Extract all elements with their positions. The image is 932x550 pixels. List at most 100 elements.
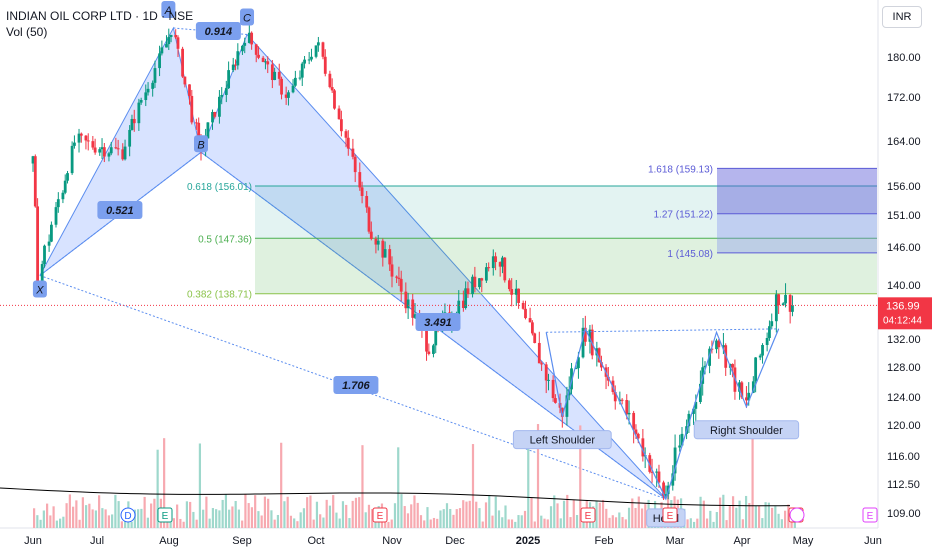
candle-body [316,42,320,46]
xabcd-point-label[interactable]: B [197,139,204,151]
volume-bar [39,519,42,528]
ratio-label[interactable]: 0.914 [205,26,233,38]
volume-bar [332,495,335,528]
xabcd-point-label[interactable]: C [243,13,251,25]
candle-body [250,32,254,45]
price-tick-label: 128.00 [887,362,921,374]
volume-bar [250,507,254,528]
xabcd-point-box [161,0,176,18]
volume-bar [689,518,692,528]
volume-bar [741,519,744,528]
candle-body [261,57,265,63]
volume-bar [640,508,644,528]
volume-bar [306,497,309,528]
volume-bar [42,510,45,528]
volume-bar [68,494,71,528]
time-tick-label: Jun [24,535,42,547]
xabcd-point-label[interactable]: A [164,5,172,17]
candle-body [680,433,684,446]
volume-bar [699,496,702,528]
candle-body [339,119,343,132]
volume-bar [195,519,198,528]
price-tick-label: 109.00 [887,508,921,520]
time-tick-label: Dec [445,535,465,547]
volume-bar [406,513,410,528]
candle-body [220,94,224,97]
currency-button[interactable]: INR [882,6,922,28]
volume-bar [107,515,110,528]
volume-bar [705,518,709,528]
time-tick-label: Mar [666,535,685,547]
hs-label[interactable]: Left Shoulder [530,435,596,447]
candle-body [464,288,468,308]
volume-label[interactable]: Vol (50) [6,25,48,39]
candle-body [121,149,125,160]
symbol-title[interactable]: INDIAN OIL CORP LTD · 1D · NSE [6,9,194,23]
candle-body [636,433,640,439]
volume-bar [419,515,423,528]
volume-bar [429,519,432,528]
candle-body [365,195,369,208]
volume-bar [618,512,621,528]
candle-body [100,147,104,150]
candle-body [358,172,362,188]
candle-body [480,278,484,281]
neckline [546,328,779,333]
event-earnings[interactable] [580,507,596,523]
candle-body [77,133,81,143]
candle-body [494,256,497,263]
volume-bar [556,503,559,528]
event-earnings[interactable] [157,507,173,523]
volume-bar [299,512,302,528]
candle-body [554,398,557,403]
candle-body [788,294,792,312]
volume-bar [465,501,468,528]
volume-bar [491,515,494,528]
price-tick-label: 120.00 [887,420,921,432]
candle-body [137,102,141,124]
ratio-label[interactable]: 1.706 [342,380,370,392]
candle-body [715,340,718,350]
ratio-label[interactable]: 0.521 [106,205,134,217]
volume-bar [182,521,185,528]
volume-bar [208,518,211,528]
candle-body [84,135,88,141]
candle-body [703,365,707,368]
xabcd-point-label[interactable]: X [35,285,44,297]
volume-bar [244,494,247,528]
volume-bar [536,424,540,528]
price-tick-label: 180.00 [887,52,921,64]
volume-bar [426,507,429,528]
volume-bar [185,501,188,528]
candle-body [570,368,573,390]
volume-bar [309,495,312,528]
volume-bar [790,517,793,528]
volume-bar [111,514,114,528]
candle-body [273,71,277,81]
volume-bar [364,512,367,528]
event-earnings[interactable] [862,507,878,523]
volume-bar [634,507,637,528]
hs-label[interactable]: Right Shoulder [710,425,783,437]
volume-bar [507,519,510,528]
price-tick-label: 112.50 [887,479,920,491]
candle-body [73,142,76,146]
volume-bar [520,515,523,528]
candle-body [36,206,40,281]
volume-bar [163,438,166,528]
candle-body [174,34,178,38]
time-tick-label: Sep [232,535,252,547]
lightning-icon[interactable] [789,507,805,523]
event-earnings[interactable] [372,507,388,523]
ratio-label[interactable]: 3.491 [424,317,452,329]
event-dividend[interactable] [120,507,136,523]
volume-bar [777,513,780,528]
volume-bar [559,518,562,528]
event-earnings[interactable] [662,507,678,523]
candle-body [673,447,677,474]
volume-bar [533,521,536,528]
volume-bar [484,502,488,528]
candle-body [224,88,228,95]
